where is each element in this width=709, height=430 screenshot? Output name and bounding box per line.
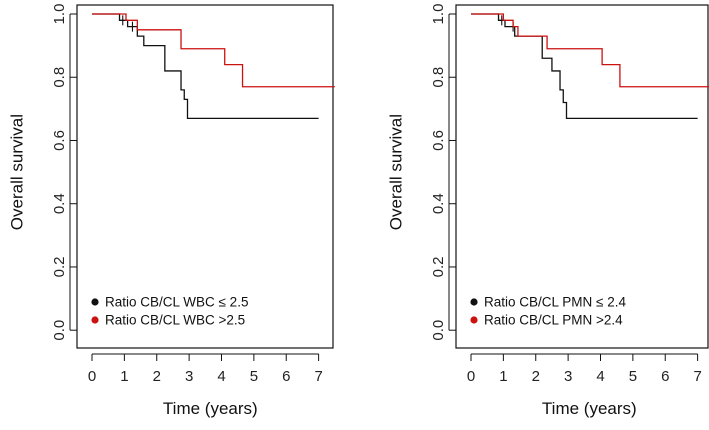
legend-marker-1: [470, 298, 478, 306]
x-tick-label: 6: [661, 368, 669, 385]
y-tick-label: 0.8: [430, 67, 447, 88]
km-curve-series-2: [92, 13, 335, 88]
y-tick-label: 0.6: [430, 130, 447, 151]
km-panel-2: 0.0 0.2 0.4 0.6 0.8 1.0 0 1 2 3 4 5 6 7 Time (years) Ov…: [386, 4, 709, 418]
y-tick-label: 0.8: [51, 67, 68, 88]
x-tick-label: 1: [499, 368, 507, 385]
x-tick-label: 5: [629, 368, 637, 385]
km-panel-1: 0.0 0.2 0.4 0.6 0.8 1.0 0 1 2 3 4 5 6 7 Time (years) Ov…: [7, 4, 335, 418]
legend-label-2: Ratio CB/CL WBC >2.5: [105, 313, 245, 328]
legend-label-1: Ratio CB/CL PMN ≤ 2.4: [484, 295, 626, 310]
y-axis-label: Overall survival: [7, 114, 26, 230]
km-curve-series-1: [471, 13, 698, 119]
x-tick-label: 3: [185, 368, 193, 385]
plot-frame: [455, 4, 709, 349]
x-axis-label: Time (years): [542, 399, 637, 418]
x-tick-label: 0: [467, 368, 475, 385]
x-tick-label: 0: [88, 368, 96, 385]
y-tick-label: 0.2: [430, 257, 447, 278]
km-curve-series-2: [471, 13, 709, 88]
y-axis-label: Overall survival: [386, 114, 405, 230]
x-axis-label: Time (years): [163, 399, 258, 418]
y-tick-label: 0.6: [51, 130, 68, 151]
x-tick-label: 2: [532, 368, 540, 385]
legend-label-1: Ratio CB/CL WBC ≤ 2.5: [105, 295, 248, 310]
y-tick-label: 0.0: [430, 320, 447, 341]
legend-label-2: Ratio CB/CL PMN >2.4: [484, 313, 623, 328]
y-tick-label: 0.0: [51, 320, 68, 341]
legend-marker-2: [91, 316, 99, 324]
x-tick-label: 6: [282, 368, 290, 385]
y-tick-label: 1.0: [430, 4, 447, 25]
y-tick-label: 1.0: [51, 4, 68, 25]
y-tick-label: 0.4: [430, 193, 447, 214]
km-curve-series-1: [92, 13, 319, 119]
y-tick-label: 0.2: [51, 257, 68, 278]
x-tick-label: 3: [564, 368, 572, 385]
plot-frame: [76, 4, 334, 349]
x-tick-label: 4: [217, 368, 225, 385]
legend-marker-1: [91, 298, 99, 306]
legend-marker-2: [470, 316, 478, 324]
y-tick-label: 0.4: [51, 193, 68, 214]
x-tick-label: 7: [314, 368, 322, 385]
x-tick-label: 1: [120, 368, 128, 385]
x-tick-label: 7: [693, 368, 701, 385]
x-tick-label: 4: [596, 368, 604, 385]
x-tick-label: 2: [153, 368, 161, 385]
x-tick-label: 5: [250, 368, 258, 385]
